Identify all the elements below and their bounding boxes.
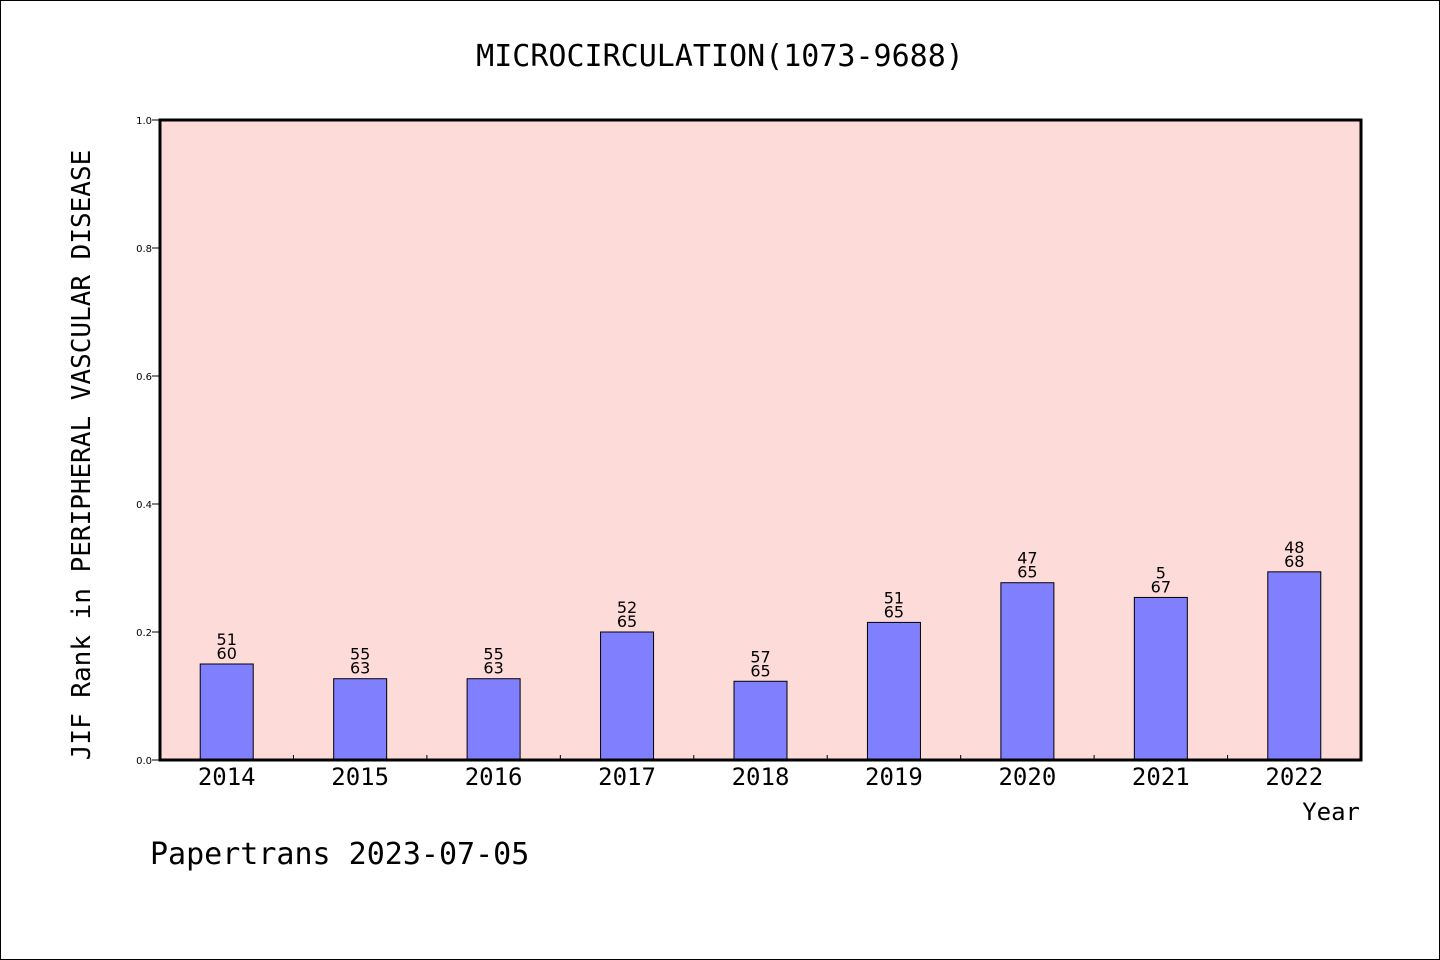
- data-label-top: 52: [617, 598, 637, 617]
- data-label-top: 51: [884, 588, 904, 607]
- bar-2018: [733, 680, 788, 761]
- y-tick-label: 1.0: [136, 116, 152, 127]
- data-label-bottom: 67: [1151, 577, 1171, 596]
- data-label-top: 55: [350, 645, 370, 664]
- data-label-bottom: 65: [884, 602, 904, 621]
- bar-2017: [600, 631, 655, 761]
- x-tick-label: 2019: [865, 763, 923, 791]
- data-label-top: 51: [217, 630, 237, 649]
- y-tick-label: 0.6: [136, 372, 152, 383]
- data-label-bottom: 65: [1017, 563, 1037, 582]
- x-tick-label: 2017: [598, 763, 656, 791]
- data-label-bottom: 60: [217, 644, 237, 663]
- x-axis-label: Year: [1302, 798, 1360, 826]
- data-label-bottom: 68: [1284, 552, 1304, 571]
- x-tick-label: 2022: [1265, 763, 1323, 791]
- data-label-top: 48: [1284, 538, 1304, 557]
- bar-2020: [1000, 582, 1055, 761]
- bar-2022: [1267, 571, 1322, 761]
- bar-2019: [866, 621, 921, 761]
- y-tick-label: 0.0: [136, 756, 152, 767]
- x-axis: 2014 2015 2016 2017 2018 2019 2020 2021 2022: [198, 755, 1323, 791]
- bar-2014: [199, 663, 254, 761]
- bar-2021: [1133, 596, 1188, 761]
- footer-text: Papertrans 2023-07-05: [150, 837, 529, 872]
- data-label-bottom: 65: [617, 612, 637, 631]
- chart-title: MICROCIRCULATION(1073-9688): [476, 39, 964, 74]
- bar-2016: [466, 678, 521, 761]
- bar-2015: [333, 678, 388, 761]
- x-tick-label: 2018: [732, 763, 790, 791]
- y-tick-label: 0.2: [136, 628, 152, 639]
- x-tick-label: 2015: [331, 763, 389, 791]
- x-tick-label: 2016: [465, 763, 523, 791]
- data-label-top: 5: [1156, 563, 1166, 582]
- y-axis: 0.0 0.2 0.4 0.6 0.8 1.0: [136, 116, 160, 767]
- data-label-bottom: 63: [350, 659, 370, 678]
- data-label-top: 55: [483, 645, 503, 664]
- data-label-top: 57: [750, 647, 770, 666]
- y-tick-label: 0.8: [136, 244, 152, 255]
- data-label-bottom: 65: [750, 661, 770, 680]
- x-tick-label: 2021: [1132, 763, 1190, 791]
- y-tick-label: 0.4: [136, 500, 152, 511]
- bars-group: [199, 571, 1322, 761]
- y-axis-label: JIF Rank in PERIPHERAL VASCULAR DISEASE: [67, 150, 97, 760]
- x-tick-label: 2020: [998, 763, 1056, 791]
- plot-border: [158, 118, 1363, 762]
- data-label-top: 47: [1017, 549, 1037, 568]
- data-label-bottom: 63: [483, 659, 503, 678]
- x-tick-label: 2014: [198, 763, 256, 791]
